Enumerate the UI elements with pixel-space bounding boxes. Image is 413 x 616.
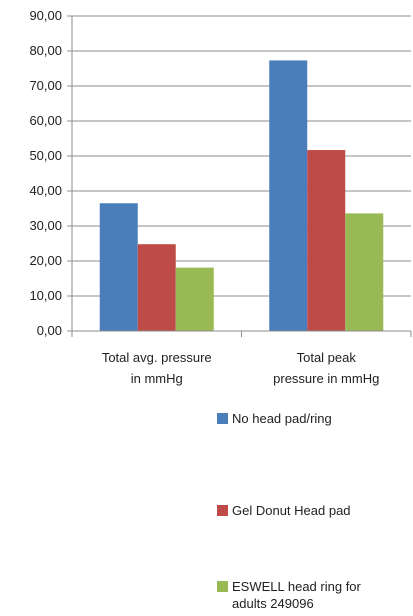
x-tick-labels: Total avg. pressure in mmHg Total peak pres…: [102, 350, 380, 386]
y-tick-label: 10,00: [29, 288, 62, 303]
legend-label: Gel Donut Head pad: [232, 503, 351, 518]
x-tick-label: Total avg. pressure: [102, 350, 212, 365]
bar: [345, 213, 384, 331]
axes: [67, 15, 412, 337]
y-tick-label: 40,00: [29, 183, 62, 198]
legend-item-no-head-pad: No head pad/ring: [217, 410, 332, 427]
x-tick-label: Total peak: [297, 350, 357, 365]
legend-swatch: [217, 413, 228, 424]
bars: [99, 60, 384, 331]
y-tick-label: 80,00: [29, 43, 62, 58]
legend-label: No head pad/ring: [232, 411, 332, 426]
x-tick-label: pressure in mmHg: [273, 371, 379, 386]
bar: [137, 244, 176, 331]
y-tick-label: 60,00: [29, 113, 62, 128]
legend-swatch: [217, 505, 228, 516]
bar-chart: 0,00 10,00 20,00 30,00 40,00 50,00 60,00 70,00 8…: [29, 8, 412, 386]
y-tick-label: 30,00: [29, 218, 62, 233]
bar: [175, 267, 214, 331]
bar: [99, 203, 138, 331]
y-tick-label: 0,00: [37, 323, 62, 338]
bar: [269, 60, 308, 331]
legend-item-gel-donut: Gel Donut Head pad: [217, 502, 351, 519]
legend-label: ESWELL head ring for adults 249096: [232, 579, 361, 611]
y-tick-label: 70,00: [29, 78, 62, 93]
y-tick-label: 90,00: [29, 8, 62, 23]
legend-item-eswell: ESWELL head ring for adults 249096: [217, 578, 361, 612]
y-tick-labels: 0,00 10,00 20,00 30,00 40,00 50,00 60,00 70,00 8…: [29, 8, 62, 338]
legend-swatch: [217, 581, 228, 592]
bar: [307, 150, 346, 331]
y-tick-label: 50,00: [29, 148, 62, 163]
x-tick-label: in mmHg: [131, 371, 183, 386]
y-tick-label: 20,00: [29, 253, 62, 268]
